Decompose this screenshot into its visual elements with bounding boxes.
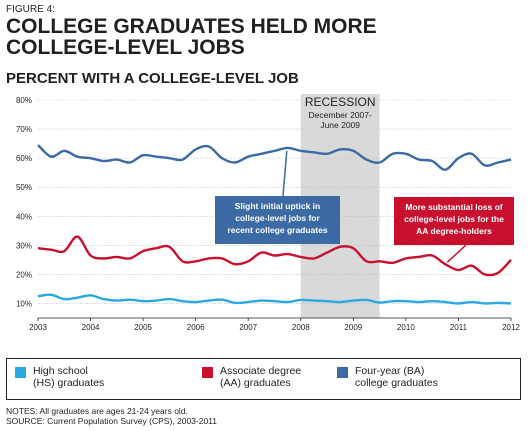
- ba-callout-text: Slight initial uptick in: [235, 201, 320, 211]
- series-line-ba: [37, 144, 512, 171]
- y-tick-label: 70%: [16, 125, 32, 134]
- y-tick-label: 10%: [16, 299, 32, 308]
- chart-notes: NOTES: All graduates are ages 21-24 year…: [6, 406, 217, 426]
- legend-swatch-ba: [337, 367, 348, 378]
- notes-line: NOTES: All graduates are ages 21-24 year…: [6, 406, 188, 416]
- x-tick-label: 2005: [134, 323, 152, 332]
- chart-legend: High school (HS) graduates Associate deg…: [6, 358, 521, 400]
- ba-callout-box: [215, 196, 340, 244]
- legend-label-ba: Four-year (BA) college graduates: [355, 365, 438, 389]
- x-tick-label: 2003: [29, 323, 47, 332]
- legend-swatch-hs: [15, 367, 26, 378]
- series-line-hs: [37, 293, 512, 305]
- legend-swatch-aa: [202, 367, 213, 378]
- recession-label: RECESSION: [305, 95, 376, 109]
- ba-callout-text: recent college graduates: [227, 225, 327, 235]
- aa-callout-text: college-level jobs for the: [404, 214, 504, 224]
- aa-callout-pointer: [446, 244, 467, 263]
- line-chart: 10% 20% 30% 40% 50% 60% 70% 80% 2003 2004 2005 2006…: [16, 94, 520, 332]
- ba-callout-text: college-level jobs for: [235, 213, 320, 223]
- y-tick-label: 30%: [16, 241, 32, 250]
- figure-title: COLLEGE GRADUATES HELD MORE COLLEGE-LEVE…: [6, 15, 377, 59]
- y-tick-label: 80%: [16, 96, 32, 105]
- y-tick-label: 20%: [16, 270, 32, 279]
- recession-sublabel: December 2007-: [309, 110, 372, 120]
- recession-sublabel: June 2009: [320, 120, 360, 130]
- series-line-aa: [37, 235, 512, 277]
- aa-callout-text: AA degree-holders: [416, 226, 492, 236]
- legend-label-hs: High school (HS) graduates: [33, 365, 105, 389]
- x-tick-label: 2008: [292, 323, 310, 332]
- x-tick-label: 2011: [450, 323, 468, 332]
- aa-callout-text: More substantial loss of: [405, 202, 502, 212]
- figure-label: FIGURE 4:: [6, 4, 55, 15]
- y-tick-label: 60%: [16, 154, 32, 163]
- x-tick-label: 2012: [502, 323, 520, 332]
- legend-label-aa: Associate degree (AA) graduates: [220, 365, 302, 389]
- ba-callout-pointer: [282, 150, 288, 197]
- y-tick-label: 40%: [16, 212, 32, 221]
- x-tick-label: 2010: [397, 323, 415, 332]
- x-tick-label: 2009: [344, 323, 362, 332]
- chart-subtitle: PERCENT WITH A COLLEGE-LEVEL JOB: [6, 70, 299, 87]
- x-tick-label: 2007: [239, 323, 257, 332]
- y-tick-label: 50%: [16, 183, 32, 192]
- recession-label-bg: [303, 94, 377, 134]
- aa-callout-box: [394, 197, 514, 245]
- x-tick-label: 2006: [187, 323, 205, 332]
- source-line: SOURCE: Current Population Survey (CPS),…: [6, 416, 218, 426]
- x-tick-label: 2004: [82, 323, 100, 332]
